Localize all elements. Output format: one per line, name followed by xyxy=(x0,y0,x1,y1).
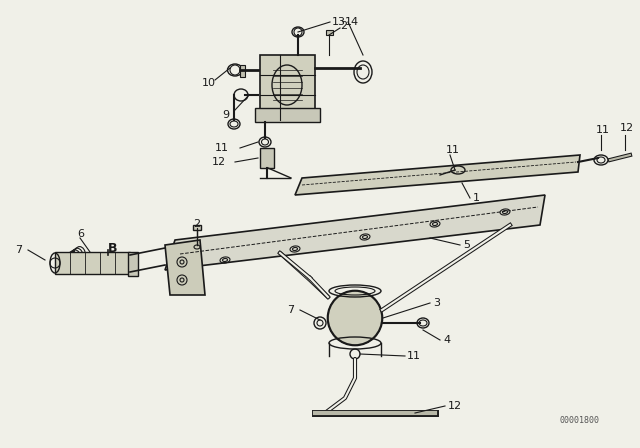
Bar xyxy=(128,252,138,276)
Text: 9: 9 xyxy=(222,110,229,120)
Text: 2: 2 xyxy=(193,219,200,229)
Text: 11: 11 xyxy=(215,143,229,153)
Text: 11: 11 xyxy=(446,145,460,155)
Text: 1: 1 xyxy=(473,193,480,203)
Bar xyxy=(255,108,320,122)
Text: 5: 5 xyxy=(463,240,470,250)
Text: 3: 3 xyxy=(433,298,440,308)
Text: 2: 2 xyxy=(340,21,347,31)
Polygon shape xyxy=(295,155,580,195)
Circle shape xyxy=(328,291,382,345)
Text: 11: 11 xyxy=(407,351,421,361)
Bar xyxy=(240,65,245,77)
Text: 00001800: 00001800 xyxy=(560,415,600,425)
Text: 7: 7 xyxy=(15,245,22,255)
Text: 4: 4 xyxy=(443,335,450,345)
Text: 6: 6 xyxy=(77,229,84,239)
Text: 12: 12 xyxy=(620,123,634,133)
Text: 12: 12 xyxy=(448,401,462,411)
Text: 7: 7 xyxy=(287,305,294,315)
Text: 14: 14 xyxy=(345,17,359,27)
Bar xyxy=(326,30,333,35)
Bar xyxy=(193,225,201,230)
Polygon shape xyxy=(165,240,205,295)
Bar xyxy=(260,55,315,120)
Text: 13: 13 xyxy=(332,17,346,27)
Polygon shape xyxy=(165,195,545,270)
Text: 11: 11 xyxy=(596,125,610,135)
Bar xyxy=(260,148,274,168)
Text: B: B xyxy=(108,241,118,254)
Bar xyxy=(55,252,130,274)
Text: 12: 12 xyxy=(212,157,226,167)
Text: 10: 10 xyxy=(202,78,216,88)
